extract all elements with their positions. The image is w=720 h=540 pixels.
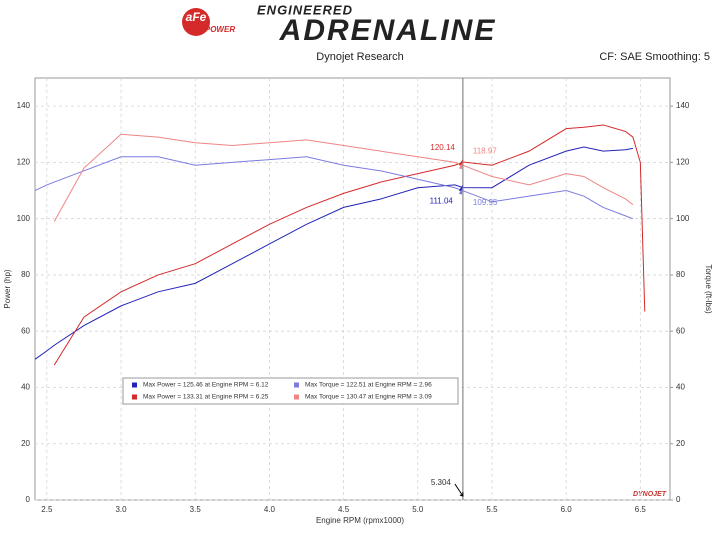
x-tick-label: 3.5 xyxy=(190,505,202,514)
x-tick-label: 4.5 xyxy=(338,505,350,514)
y-tick-label: 20 xyxy=(21,439,30,448)
legend-label: Max Power = 133.31 at Engine RPM = 6.25 xyxy=(143,394,269,401)
series-line xyxy=(53,124,646,366)
y-tick-label: 40 xyxy=(21,383,30,392)
legend-swatch xyxy=(294,394,299,400)
y2-tick-label: 60 xyxy=(676,326,685,335)
x-tick-label: 3.0 xyxy=(115,505,127,514)
legend-box xyxy=(122,377,459,405)
y2-tick-label: 100 xyxy=(676,214,690,223)
x-tick-label: 5.5 xyxy=(486,505,498,514)
y2-axis-label: Torque (ft-lbs) xyxy=(704,264,713,314)
brand-top: ENGINEERED xyxy=(257,2,353,17)
legend-swatch xyxy=(132,382,137,388)
cursor-arrow xyxy=(454,483,464,497)
logo-sub: POWER xyxy=(205,25,235,34)
brand-main: ADRENALINE xyxy=(279,14,497,47)
x-tick-label: 5.0 xyxy=(412,505,424,514)
y2-tick-label: 140 xyxy=(676,101,690,110)
legend-swatch xyxy=(294,382,299,388)
cursor-value-label: 120.14 xyxy=(430,143,455,152)
x-tick-label: 6.0 xyxy=(561,505,573,514)
cursor-value-label: 118.97 xyxy=(473,146,497,155)
x-tick-label: 6.5 xyxy=(635,505,647,514)
y2-tick-label: 40 xyxy=(676,383,685,392)
cursor-value-label: 109.95 xyxy=(473,198,498,207)
legend-label: Max Torque = 130.47 at Engine RPM = 3.09 xyxy=(305,394,432,401)
y-tick-label: 60 xyxy=(21,326,30,335)
y-tick-label: 80 xyxy=(21,270,30,279)
cursor-marker xyxy=(458,162,463,170)
series-line xyxy=(34,156,634,220)
subtitle: Dynojet Research xyxy=(316,51,403,63)
y2-tick-label: 0 xyxy=(676,495,681,504)
cursor-marker xyxy=(458,187,463,195)
y2-tick-label: 120 xyxy=(676,158,690,167)
legend-label: Max Torque = 122.51 at Engine RPM = 2.96 xyxy=(305,382,432,389)
cursor-x-label: 5.304 xyxy=(431,478,452,487)
plot-area xyxy=(34,77,671,501)
legend-swatch xyxy=(132,394,137,400)
logo-text: aFe xyxy=(186,10,207,24)
x-tick-label: 2.5 xyxy=(41,505,53,514)
series-line xyxy=(34,146,634,360)
y-tick-label: 120 xyxy=(17,158,31,167)
cursor-value-label: 111.04 xyxy=(430,197,454,206)
logo: aFe POWER ENGINEERED ADRENALINE xyxy=(182,2,497,47)
watermark: DYNOJET xyxy=(633,491,667,498)
x-tick-label: 4.0 xyxy=(264,505,276,514)
y2-tick-label: 20 xyxy=(676,439,685,448)
x-axis-label: Engine RPM (rpmx1000) xyxy=(316,516,404,525)
series-line xyxy=(53,133,634,222)
logo-badge xyxy=(182,8,210,36)
y2-tick-label: 80 xyxy=(676,270,685,279)
y-tick-label: 0 xyxy=(26,495,31,504)
y-axis-label: Power (hp) xyxy=(3,269,12,308)
settings-text: CF: SAE Smoothing: 5 xyxy=(599,51,710,63)
y-tick-label: 100 xyxy=(17,214,31,223)
legend-label: Max Power = 125.46 at Engine RPM = 6.12 xyxy=(143,382,269,389)
y-tick-label: 140 xyxy=(17,101,31,110)
